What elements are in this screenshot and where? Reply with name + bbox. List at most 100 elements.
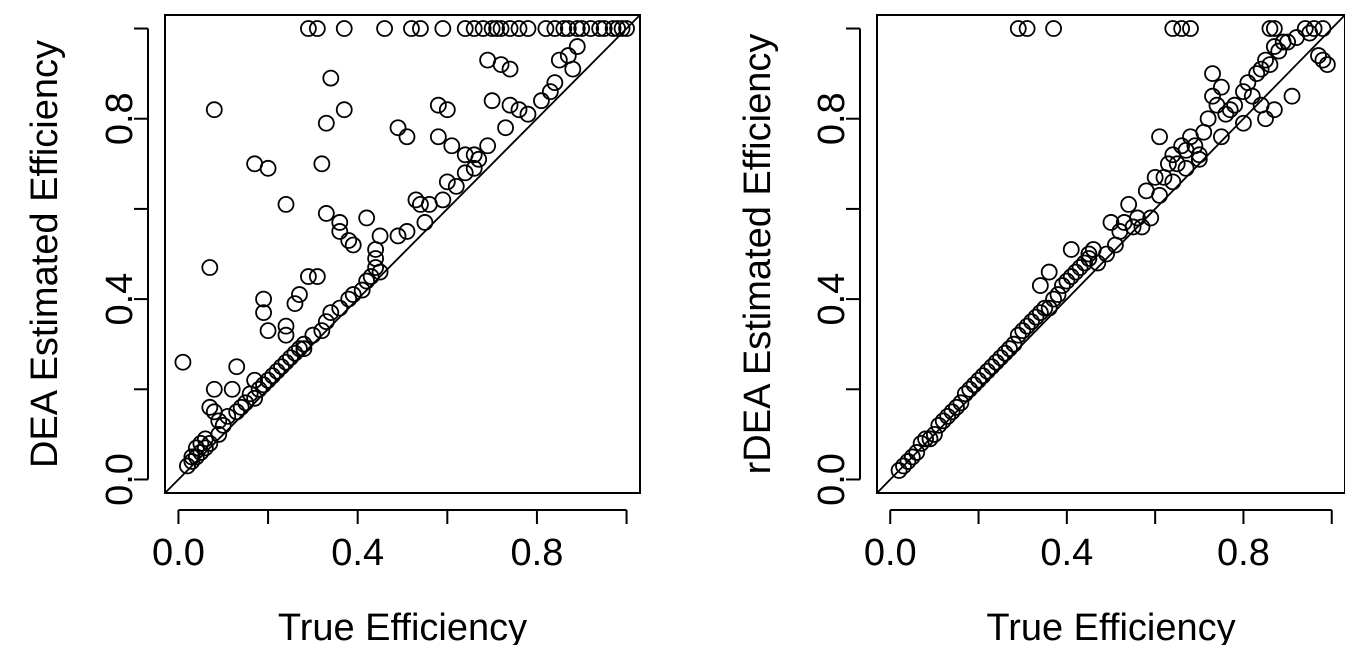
data-point	[273, 358, 290, 376]
data-point	[1257, 51, 1274, 69]
data-layer	[165, 15, 640, 493]
data-point	[488, 20, 506, 37]
data-point	[196, 439, 214, 457]
data-point	[568, 38, 586, 55]
data-point	[201, 398, 219, 416]
data-point	[434, 191, 452, 209]
data-point	[1168, 155, 1186, 173]
data-point	[595, 20, 613, 37]
x-axis-title: True Efficiency	[278, 607, 527, 645]
data-point	[978, 362, 996, 380]
data-point	[1265, 20, 1283, 37]
data-point	[992, 349, 1010, 367]
data-point	[1204, 87, 1221, 105]
scatter-panel-1: 0.0 0.4 0.8 0.0 0.4 0.8 True Efficiency DEA Est…	[24, 14, 641, 645]
data-point	[479, 137, 497, 155]
data-point	[1045, 20, 1063, 37]
data-point	[1040, 299, 1058, 317]
data-point	[1248, 65, 1266, 83]
data-point	[282, 349, 299, 367]
data-point	[568, 20, 586, 37]
data-point	[1301, 24, 1319, 42]
plot-frame	[876, 14, 1345, 494]
data-point	[1279, 33, 1297, 51]
data-point	[497, 119, 514, 137]
data-point	[1018, 20, 1036, 37]
data-point	[1190, 146, 1208, 164]
y-axis-title: DEA Estimated Efficiency	[24, 40, 66, 468]
data-point	[1124, 218, 1142, 236]
data-point	[1151, 128, 1168, 146]
data-point	[344, 236, 362, 254]
data-point	[519, 20, 537, 37]
data-point	[1133, 218, 1151, 236]
data-point	[1023, 313, 1040, 331]
data-point	[1040, 263, 1058, 281]
data-point	[510, 101, 528, 119]
data-point	[277, 317, 295, 335]
data-point	[510, 20, 528, 37]
data-point	[331, 214, 349, 231]
data-point	[398, 128, 416, 146]
data-point	[344, 286, 362, 303]
data-point	[259, 159, 277, 177]
data-point	[974, 367, 992, 385]
x-tick-label: 0.4	[1040, 532, 1093, 574]
data-point	[1062, 268, 1080, 285]
data-point	[1314, 51, 1332, 69]
data-point	[1049, 286, 1067, 303]
data-point	[331, 299, 349, 317]
data-point	[1036, 299, 1054, 317]
data-point	[237, 394, 255, 412]
data-point	[1164, 173, 1182, 191]
data-point	[1190, 150, 1208, 168]
data-point	[228, 358, 246, 376]
x-axis-title: True Efficiency	[986, 607, 1235, 645]
x-tick-label: 0.8	[511, 532, 564, 574]
data-point	[1199, 110, 1217, 128]
data-point	[183, 448, 201, 466]
y-tick-label: 0.0	[811, 453, 853, 506]
data-point	[501, 60, 519, 78]
data-point	[1226, 96, 1244, 114]
data-point	[613, 20, 631, 37]
data-point	[474, 20, 492, 37]
data-point	[1235, 83, 1252, 101]
identity-line	[165, 15, 640, 493]
data-point	[1009, 326, 1027, 344]
data-point	[246, 389, 264, 407]
data-point	[903, 448, 921, 466]
data-point	[398, 223, 416, 240]
data-point	[255, 304, 272, 322]
data-point	[1310, 47, 1327, 64]
data-point	[367, 259, 385, 276]
data-point	[1098, 245, 1115, 263]
data-point	[1054, 277, 1071, 294]
data-point	[582, 20, 600, 37]
data-point	[228, 403, 246, 421]
data-point	[465, 159, 483, 177]
data-point	[362, 268, 380, 285]
data-point	[259, 371, 277, 389]
y-axis-title: rDEA Estimated Efficiency	[737, 34, 779, 475]
data-point	[412, 20, 429, 37]
data-point	[1212, 78, 1230, 96]
data-point	[358, 209, 376, 227]
data-point	[1257, 110, 1274, 128]
data-point	[447, 177, 465, 195]
data-point	[1243, 87, 1261, 105]
data-point	[1005, 335, 1023, 353]
data-point	[1027, 308, 1045, 326]
y-tick-label: 0.8	[811, 92, 853, 145]
data-point	[434, 20, 452, 37]
data-point	[335, 20, 353, 37]
data-point	[939, 407, 957, 425]
data-point	[921, 430, 939, 448]
data-point	[358, 272, 376, 290]
data-point	[956, 385, 974, 403]
data-point	[934, 412, 952, 430]
data-point	[259, 322, 277, 340]
data-point	[443, 137, 461, 155]
data-point	[304, 326, 322, 344]
data-point	[1071, 259, 1089, 276]
